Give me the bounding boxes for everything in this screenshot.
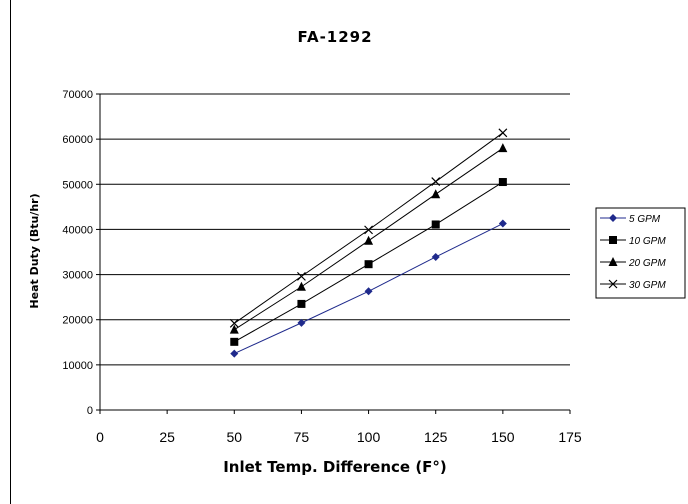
y-tick-labels: 0 10000 20000 30000 40000 50000 60000 70000 (62, 89, 93, 417)
data-point (229, 324, 239, 334)
gridlines (100, 93, 570, 366)
data-point (364, 260, 373, 269)
x-tick-labels: 0 25 50 75 100 125 150 175 (96, 429, 582, 445)
data-point (297, 299, 306, 308)
y-tick-label: 30000 (62, 270, 93, 282)
data-point (364, 225, 373, 235)
legend-marker (608, 279, 618, 289)
data-point (229, 318, 239, 328)
y-tick-label: 70000 (62, 89, 93, 101)
x-tick-label: 175 (558, 429, 582, 445)
legend-marker (609, 214, 617, 222)
series-5-gpm (230, 219, 507, 358)
data-point (498, 128, 508, 138)
y-tick-label: 0 (87, 405, 93, 417)
data-point (296, 281, 306, 291)
data-point (297, 271, 306, 281)
chart-title: FA-1292 (297, 28, 372, 46)
x-tick-label: 0 (96, 429, 104, 445)
data-point (431, 189, 441, 199)
data-point (498, 143, 508, 153)
data-point (431, 220, 440, 229)
series-20-gpm (229, 143, 508, 334)
y-tick-label: 10000 (62, 360, 93, 372)
page-left-border (10, 0, 11, 504)
y-tick-label: 40000 (62, 224, 93, 236)
legend-label: 20 GPM (628, 258, 666, 269)
y-tick-label: 20000 (62, 315, 93, 327)
legend-box (595, 207, 686, 299)
x-tick-label: 75 (294, 429, 310, 445)
series-group (229, 128, 508, 358)
legend-label: 10 GPM (629, 236, 666, 247)
series-30-gpm (229, 128, 508, 328)
x-tick-label: 100 (357, 429, 381, 445)
legend-label: 5 GPM (629, 214, 661, 225)
data-point (431, 177, 441, 187)
data-point (364, 287, 373, 296)
x-tick-label: 125 (424, 429, 448, 445)
data-point (498, 178, 507, 187)
y-tick-label: 50000 (62, 179, 93, 191)
legend: 5 GPM 10 GPM 20 GPM 30 GPM (595, 207, 686, 299)
data-point (230, 337, 239, 346)
x-tick-label: 150 (491, 429, 515, 445)
x-axis-label: Inlet Temp. Difference (F°) (223, 458, 447, 476)
legend-marker (608, 257, 618, 266)
axes (96, 93, 571, 414)
series-10-gpm (230, 178, 507, 346)
data-point (498, 219, 507, 228)
y-axis-label: Heat Duty (Btu/hr) (28, 193, 41, 308)
data-point (230, 349, 239, 358)
data-point (431, 252, 440, 261)
y-tick-label: 60000 (62, 134, 93, 146)
legend-label: 30 GPM (629, 280, 666, 291)
data-point (297, 318, 306, 327)
data-point (364, 235, 374, 245)
x-tick-label: 25 (159, 429, 175, 445)
x-tick-label: 50 (226, 429, 242, 445)
legend-marker (609, 236, 617, 244)
